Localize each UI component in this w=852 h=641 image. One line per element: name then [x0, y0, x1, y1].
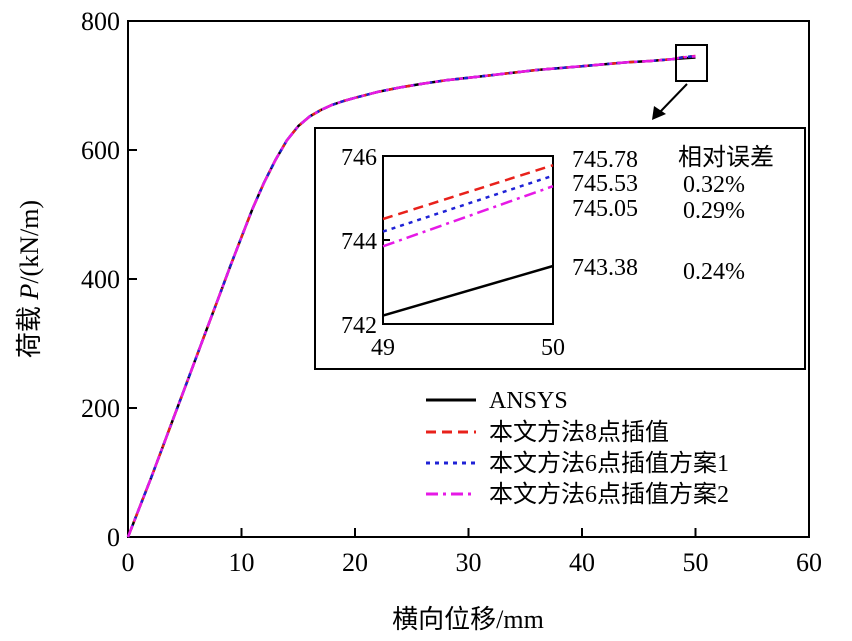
x-tick-label: 40 — [569, 548, 595, 577]
y-axis-ticks: 0 200 400 600 800 — [81, 7, 137, 552]
y-tick-label: 200 — [81, 394, 120, 423]
inset-axis-ticks: 49 50 742 744 746 — [341, 145, 565, 361]
inset-error-header: 相对误差 — [678, 144, 774, 171]
inset-y-tick-label: 744 — [341, 229, 377, 255]
y-tick-label: 600 — [81, 136, 120, 165]
inset-panel-frame — [314, 127, 806, 370]
inset-end-value-ansys: 743.38 — [572, 255, 638, 281]
zoom-arrow-line — [659, 83, 688, 113]
zoom-arrow-head — [652, 106, 666, 120]
inset-line-2 — [382, 164, 554, 221]
x-tick-label: 50 — [683, 548, 709, 577]
x-axis-ticks: 0 10 20 30 40 50 60 — [122, 528, 822, 577]
series-line-4 — [126, 55, 696, 538]
inset-end-value-6pt-2: 745.05 — [572, 196, 638, 222]
x-tick-label: 20 — [342, 548, 368, 577]
inset-error-6pt-2: 0.24% — [683, 259, 745, 285]
inset-error-8pt: 0.32% — [683, 172, 745, 198]
legend-label-8pt: 本文方法8点插值 — [489, 419, 669, 446]
inset-end-value-8pt: 745.78 — [572, 147, 638, 173]
legend: ANSYS 本文方法8点插值 本文方法6点插值方案1 本文方法6点插值方案2 — [426, 388, 729, 508]
y-axis-label: 荷载 P/(kN/m) — [15, 200, 44, 358]
inset-panel: 49 50 742 744 746 745.78 745.53 745.05 743.3… — [314, 127, 806, 370]
legend-label-6pt-2: 本文方法6点插值方案2 — [489, 481, 729, 508]
inset-lines — [382, 164, 554, 317]
inset-error-6pt-1: 0.29% — [683, 198, 745, 224]
inset-x-tick-label: 50 — [541, 335, 565, 361]
inset-x-tick-label: 49 — [371, 335, 395, 361]
legend-label-ansys: ANSYS — [489, 388, 568, 414]
series-lines — [126, 54, 696, 538]
x-tick-label: 30 — [456, 548, 482, 577]
legend-label-6pt-1: 本文方法6点插值方案1 — [489, 450, 729, 477]
y-tick-label: 0 — [107, 523, 120, 552]
inset-line-1 — [382, 264, 554, 317]
zoom-marker-box — [675, 44, 708, 82]
x-axis-label: 横向位移/mm — [392, 605, 544, 634]
inset-end-value-6pt-1: 745.53 — [572, 171, 638, 197]
y-tick-label: 800 — [81, 7, 120, 36]
x-tick-label: 10 — [229, 548, 255, 577]
inset-y-tick-label: 742 — [341, 313, 377, 339]
y-tick-label: 400 — [81, 265, 120, 294]
inset-y-tick-label: 746 — [341, 145, 377, 171]
inset-line-4 — [382, 185, 554, 248]
x-tick-label: 60 — [796, 548, 822, 577]
inset-line-3 — [382, 174, 554, 233]
x-tick-label: 0 — [122, 548, 135, 577]
